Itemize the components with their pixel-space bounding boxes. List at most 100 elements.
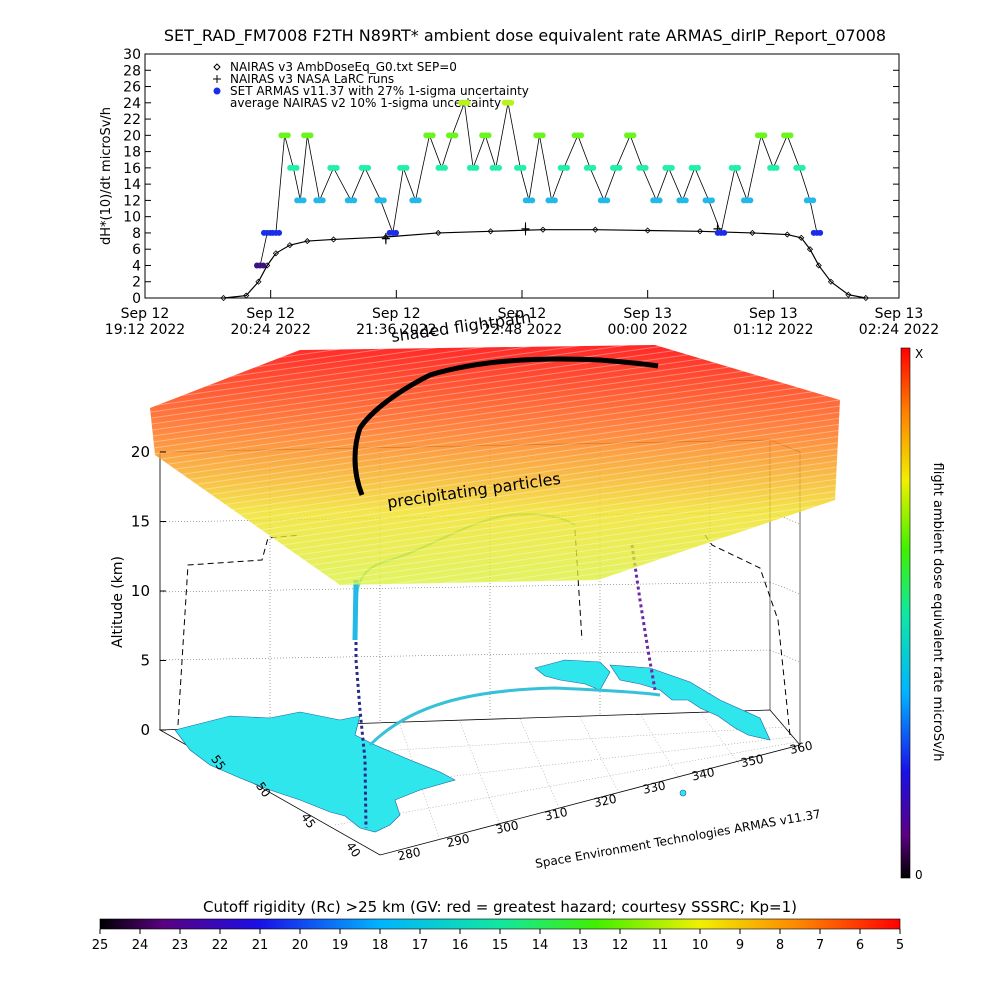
nairas-model-point: [815, 262, 822, 269]
dose-colorbar-bottom: 0: [915, 868, 923, 882]
armas-point: [473, 164, 480, 171]
armas-point: [508, 99, 515, 106]
lon-tick-label: 340: [691, 765, 716, 783]
time-series-plot: dH*(10)/dt microSv/h 0246810121416182022…: [99, 47, 939, 338]
cutoff-tick-label: 13: [572, 938, 589, 953]
armas-point: [293, 164, 300, 171]
armas-point: [810, 197, 817, 204]
armas-point: [564, 164, 571, 171]
armas-point: [496, 164, 503, 171]
x-tick-time: 22:48 2022: [482, 322, 562, 338]
nairas-model-point: [806, 246, 814, 253]
nairas-model-point: [696, 228, 704, 235]
lon-ticks: 280 290 300 310 320 330 340 350 360: [397, 738, 814, 863]
lon-tick-label: 360: [789, 738, 814, 756]
x-tick-date: Sep 13: [875, 306, 924, 322]
cutoff-tick-label: 5: [896, 938, 904, 953]
cutoff-tick-label: 9: [736, 938, 744, 953]
armas-point: [616, 164, 623, 171]
cutoff-rigidity-colorbar: Cutoff rigidity (Rc) >25 km (GV: red = g…: [92, 898, 904, 953]
z-tick-label: 0: [140, 721, 150, 739]
legend-diamond-icon: [213, 63, 221, 71]
armas-point: [694, 164, 701, 171]
armas-point: [630, 132, 637, 139]
cutoff-tick-label: 22: [212, 938, 229, 953]
credit-text: Space Environment Technologies ARMAS v11…: [534, 807, 822, 871]
climb-descent-tracks: [352, 544, 657, 829]
legend-label: NAIRAS v3 AmbDoseEq_G0.txt SEP=0: [230, 60, 457, 74]
x-tick-time: 19:12 2022: [105, 322, 185, 338]
armas-point: [747, 197, 754, 204]
armas-point: [452, 132, 459, 139]
armas-point: [735, 164, 742, 171]
armas-point: [276, 229, 283, 236]
y-tick-label: 28: [123, 63, 141, 79]
armas-point: [415, 197, 422, 204]
armas-point: [365, 164, 372, 171]
legend-label: SET ARMAS v11.37 with 27% 1-sigma uncert…: [230, 84, 529, 98]
nairas-model-point: [539, 226, 547, 233]
x-tick-date: Sep 12: [498, 306, 547, 322]
dose-colorbar-top: X: [915, 347, 923, 361]
y-tick-label: 20: [123, 128, 141, 144]
armas-point: [817, 229, 824, 236]
armas-point: [551, 197, 558, 204]
x-tick-date: Sep 12: [372, 306, 421, 322]
legend-label: NAIRAS v3 NASA LaRC runs: [230, 72, 394, 86]
x-tick-date: Sep 13: [623, 306, 672, 322]
dose-colorbar-label: flight ambient dose equivalent rate micr…: [930, 463, 945, 762]
armas-point: [799, 164, 806, 171]
y-tick-label: 24: [123, 96, 141, 112]
y-tick-label: 26: [123, 80, 141, 96]
lon-tick-label: 310: [544, 805, 569, 823]
armas-point: [380, 197, 387, 204]
armas-point: [464, 99, 471, 106]
armas-point: [761, 132, 768, 139]
series-layer: [220, 99, 869, 302]
armas-point: [590, 164, 597, 171]
armas-point: [485, 132, 492, 139]
armas-point: [604, 197, 611, 204]
y-tick-label: 4: [132, 258, 141, 274]
nairas-model-point: [255, 278, 262, 285]
z-tick-label: 20: [131, 443, 150, 461]
nairas-model-point: [827, 278, 834, 285]
legend-dot-icon: [213, 87, 221, 95]
cutoff-tick-label: 8: [776, 938, 784, 953]
coastline-map: [174, 659, 771, 833]
armas-point: [682, 197, 689, 204]
cutoff-tick-label: 10: [692, 938, 709, 953]
armas-point: [333, 164, 340, 171]
precipitating-particles-sheet: [150, 345, 840, 585]
armas-line: [259, 102, 818, 266]
armas-point: [520, 164, 527, 171]
y-tick-label: 18: [123, 145, 141, 161]
cutoff-tick-label: 19: [332, 938, 349, 953]
legend-label: average NAIRAS v2 10% 1-sigma uncertaint…: [230, 96, 501, 110]
legend-plus-icon: [213, 75, 221, 83]
armas-point: [529, 197, 536, 204]
x-tick-time: 00:00 2022: [607, 322, 687, 338]
nairas-model-point: [487, 228, 494, 235]
lon-tick-label: 280: [397, 845, 422, 863]
armas-point: [721, 229, 728, 236]
armas-point: [578, 132, 585, 139]
cutoff-tick-label: 11: [652, 938, 669, 953]
nairas-model-point: [243, 292, 250, 299]
nairas-model-point: [272, 250, 279, 257]
flight-shadow-dashed: [177, 529, 791, 736]
lon-tick-label: 320: [593, 792, 618, 810]
cutoff-tick-label: 23: [172, 938, 189, 953]
armas-point: [403, 164, 410, 171]
cutoff-tick-label: 25: [92, 938, 109, 953]
armas-point: [668, 164, 675, 171]
cutoff-tick-label: 15: [492, 938, 509, 953]
armas-point: [429, 132, 436, 139]
larc-point: [381, 234, 390, 243]
nairas-model-point: [798, 234, 805, 241]
cutoff-tick-label: 16: [452, 938, 469, 953]
lon-tick-label: 290: [446, 832, 471, 850]
x-tick-time: 21:36 2022: [356, 322, 436, 338]
